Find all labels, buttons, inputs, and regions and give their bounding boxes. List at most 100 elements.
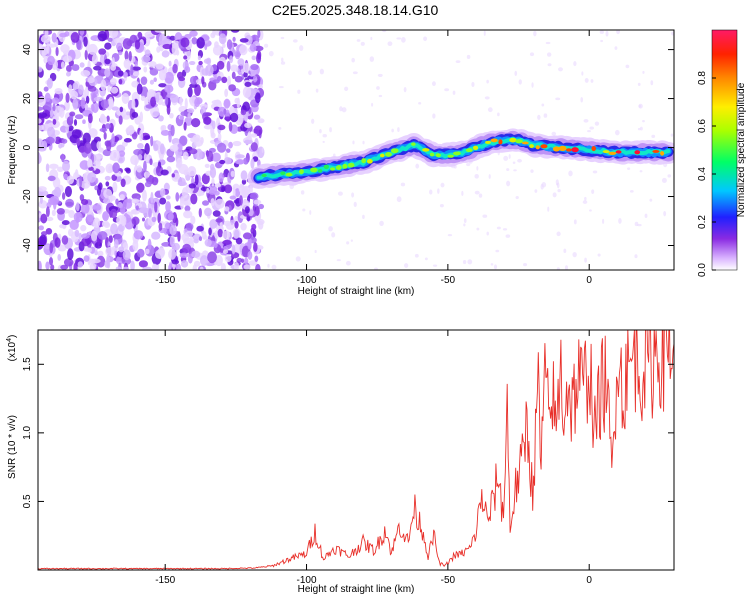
heatmap-noise-blob: [211, 152, 221, 162]
heatmap-noise-blob: [85, 95, 90, 104]
heatmap-noise-blob: [38, 225, 44, 231]
heatmap-noise-blob: [45, 216, 54, 222]
heatmap-noise-blob: [253, 242, 258, 252]
heatmap-noise-blob: [151, 231, 161, 240]
heatmap-noise-blob: [58, 143, 63, 149]
heatmap-noise-blob: [71, 64, 80, 72]
heatmap-noise-blob: [112, 162, 120, 174]
scale-exponent: 4: [6, 338, 13, 342]
heatmap-speckle: [280, 61, 286, 65]
heatmap-noise-blob: [109, 156, 115, 161]
heatmap-noise-blob: [213, 242, 218, 248]
heatmap-speckle: [568, 170, 573, 177]
heatmap-noise-blob: [181, 187, 189, 199]
heatmap-speckle: [572, 252, 577, 258]
heatmap-noise-blob: [64, 185, 72, 198]
heatmap-noise-blob: [154, 30, 165, 33]
heatmap-speckle: [344, 86, 349, 92]
heatmap-noise-blob: [98, 182, 103, 191]
heatmap-noise-blob: [170, 124, 175, 137]
heatmap-noise-blob: [210, 132, 216, 139]
heatmap-noise-blob: [148, 91, 157, 97]
heatmap-noise-blob: [120, 215, 127, 227]
heatmap-noise-blob: [131, 66, 142, 71]
heatmap-noise-blob: [180, 197, 184, 210]
heatmap-noise-blob: [144, 142, 150, 155]
ridge-peak-blob: [608, 151, 617, 155]
heatmap-noise-blob: [155, 63, 164, 70]
heatmap-noise-blob: [234, 50, 241, 60]
heatmap-noise-blob: [232, 186, 236, 199]
heatmap-noise-blob: [108, 235, 113, 244]
heatmap-noise-blob: [103, 132, 107, 140]
heatmap-noise-blob: [175, 192, 180, 202]
heatmap-noise-blob: [223, 98, 231, 109]
heatmap-noise-blob: [122, 71, 129, 78]
heatmap-noise-blob: [130, 198, 140, 204]
heatmap-speckle: [297, 89, 301, 94]
heatmap-noise-blob: [87, 85, 97, 92]
ridge-peak-blob: [509, 137, 517, 143]
heatmap-noise-blob: [79, 30, 85, 36]
heatmap-noise-blob: [107, 37, 113, 42]
heatmap-speckle: [370, 36, 373, 41]
ridge-peak-blob: [473, 145, 479, 151]
heatmap-noise-blob: [60, 61, 65, 69]
heatmap-noise-blob: [126, 111, 130, 116]
ridge-peak-blob: [285, 172, 293, 177]
heatmap-speckle: [529, 52, 535, 57]
heatmap-speckle: [403, 86, 407, 93]
heatmap-noise-blob: [96, 141, 102, 150]
heatmap-speckle: [278, 86, 284, 89]
heatmap-speckle: [508, 154, 511, 159]
heatmap-noise-blob: [226, 39, 233, 50]
ridge-peak-blob: [299, 169, 304, 175]
heatmap-noise-blob: [45, 227, 53, 235]
heatmap-noise-blob: [243, 62, 250, 74]
heatmap-noise-blob: [94, 185, 98, 191]
heatmap-noise-blob: [133, 149, 143, 156]
heatmap-noise-blob: [176, 157, 183, 168]
heatmap-speckle: [295, 256, 301, 262]
heatmap-speckle: [432, 113, 436, 119]
heatmap-speckle: [650, 80, 654, 86]
heatmap-noise-blob: [117, 51, 123, 56]
heatmap-noise-blob: [198, 207, 202, 218]
heatmap-speckle: [644, 213, 648, 218]
heatmap-speckle: [351, 57, 355, 63]
spectrogram-y-tick-label: 0: [22, 144, 33, 150]
heatmap-noise-blob: [92, 217, 101, 228]
heatmap-noise-blob: [184, 98, 188, 110]
heatmap-speckle: [512, 161, 516, 165]
heatmap-noise-blob: [150, 96, 157, 107]
heatmap-noise-blob: [149, 158, 153, 166]
heatmap-noise-blob: [118, 115, 123, 125]
heatmap-noise-blob: [233, 229, 240, 239]
heatmap-speckle: [440, 182, 445, 188]
ridge-peak-blob: [347, 162, 355, 168]
heatmap-noise-blob: [133, 230, 144, 240]
heatmap-speckle: [322, 140, 325, 144]
heatmap-noise-blob: [166, 155, 176, 163]
heatmap-noise-blob: [229, 55, 234, 64]
heatmap-noise-blob: [149, 79, 155, 85]
heatmap-noise-blob: [219, 221, 223, 232]
heatmap-noise-blob: [77, 261, 83, 268]
heatmap-noise-blob: [50, 264, 55, 270]
heatmap-noise-blob: [110, 86, 119, 94]
heatmap-speckle: [431, 81, 436, 87]
snr-line-area: [38, 330, 674, 570]
heatmap-noise-blob: [183, 169, 189, 176]
heatmap-noise-blob: [210, 198, 215, 207]
heatmap-noise-blob: [215, 254, 223, 267]
heatmap-noise-blob: [164, 222, 171, 230]
heatmap-noise-blob: [111, 57, 115, 68]
heatmap-noise-blob: [99, 115, 108, 124]
colorbar-tick-label: 0.6: [697, 119, 708, 133]
heatmap-noise-blob: [242, 86, 252, 98]
heatmap-speckle: [397, 127, 400, 133]
heatmap-speckle: [523, 263, 528, 267]
heatmap-noise-blob: [38, 260, 42, 270]
heatmap-noise-blob: [243, 257, 249, 265]
heatmap-noise-blob: [87, 77, 95, 84]
